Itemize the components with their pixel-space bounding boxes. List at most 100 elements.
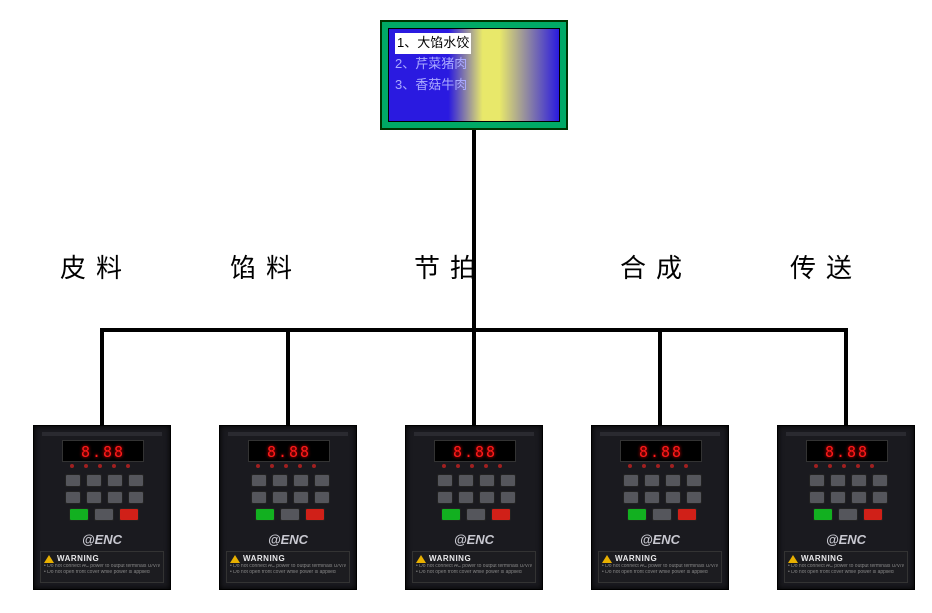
vfd-key-down[interactable]	[644, 491, 660, 504]
vfd-key[interactable]	[830, 474, 846, 487]
vfd-led-row	[256, 464, 316, 468]
vfd-keypad	[430, 474, 522, 525]
vfd-key[interactable]	[500, 491, 516, 504]
vfd-key[interactable]	[437, 474, 453, 487]
vfd-keypad	[616, 474, 708, 525]
vfd-key-run[interactable]	[813, 508, 833, 521]
vfd-key[interactable]	[851, 474, 867, 487]
vfd-key-up[interactable]	[437, 491, 453, 504]
vfd-unit-1: 8.88 @ENC	[33, 425, 171, 590]
vfd-key[interactable]	[686, 491, 702, 504]
connector-drop-2	[286, 328, 290, 438]
vfd-key[interactable]	[479, 474, 495, 487]
vfd-key-run[interactable]	[69, 508, 89, 521]
warning-label: WARNING	[57, 554, 99, 563]
vfd-display: 8.88	[434, 440, 516, 462]
vfd-key[interactable]	[809, 474, 825, 487]
vfd-key[interactable]	[107, 474, 123, 487]
vfd-keypad	[244, 474, 336, 525]
vfd-unit-4: 8.88 @ENC	[591, 425, 729, 590]
hmi-screen: 1、大馅水饺 2、芹菜猪肉 3、香菇牛肉	[380, 20, 568, 130]
vfd-key[interactable]	[644, 474, 660, 487]
vfd-brand: @ENC	[592, 532, 728, 547]
hmi-screen-inner: 1、大馅水饺 2、芹菜猪肉 3、香菇牛肉	[388, 28, 560, 122]
vfd-key[interactable]	[479, 491, 495, 504]
vfd-key[interactable]	[851, 491, 867, 504]
branch-label-2: 馅料	[230, 248, 302, 285]
vfd-key-stop[interactable]	[305, 508, 325, 521]
warning-label: WARNING	[615, 554, 657, 563]
vfd-key-up[interactable]	[65, 491, 81, 504]
vfd-key[interactable]	[872, 474, 888, 487]
vfd-key-down[interactable]	[86, 491, 102, 504]
menu-item-2[interactable]: 2、芹菜猪肉	[395, 54, 553, 75]
vfd-key-stop[interactable]	[119, 508, 139, 521]
connector-drop-1	[100, 328, 104, 438]
menu-item-3[interactable]: 3、香菇牛肉	[395, 75, 553, 96]
vfd-key[interactable]	[466, 508, 486, 521]
warning-triangle-icon	[602, 555, 612, 563]
connector-drop-5	[844, 328, 848, 438]
vfd-display: 8.88	[620, 440, 702, 462]
vfd-led-row	[814, 464, 874, 468]
warning-triangle-icon	[416, 555, 426, 563]
vfd-key[interactable]	[665, 491, 681, 504]
vfd-key[interactable]	[458, 474, 474, 487]
vfd-key-run[interactable]	[627, 508, 647, 521]
branch-label-1: 皮料	[60, 248, 132, 285]
vfd-key-stop[interactable]	[863, 508, 883, 521]
vfd-key[interactable]	[665, 474, 681, 487]
vfd-key[interactable]	[128, 491, 144, 504]
vfd-warning-panel: WARNING • Do not connect AC power to out…	[784, 551, 908, 583]
vfd-key-run[interactable]	[441, 508, 461, 521]
vfd-unit-2: 8.88 @ENC	[219, 425, 357, 590]
vfd-key[interactable]	[500, 474, 516, 487]
vfd-brand: @ENC	[220, 532, 356, 547]
warning-label: WARNING	[429, 554, 471, 563]
vfd-key-run[interactable]	[255, 508, 275, 521]
vfd-key[interactable]	[872, 491, 888, 504]
vfd-led-row	[70, 464, 130, 468]
warning-triangle-icon	[44, 555, 54, 563]
vfd-key[interactable]	[314, 491, 330, 504]
warning-triangle-icon	[788, 555, 798, 563]
menu-item-1[interactable]: 1、大馅水饺	[395, 33, 471, 54]
vfd-display: 8.88	[248, 440, 330, 462]
vfd-key[interactable]	[94, 508, 114, 521]
vfd-key-down[interactable]	[830, 491, 846, 504]
vfd-key-up[interactable]	[809, 491, 825, 504]
vfd-display: 8.88	[62, 440, 144, 462]
vfd-key[interactable]	[272, 474, 288, 487]
vfd-keypad	[802, 474, 894, 525]
vfd-unit-3: 8.88 @ENC	[405, 425, 543, 590]
branch-label-4: 合成	[620, 248, 692, 285]
connector-trunk	[472, 130, 476, 332]
vfd-key[interactable]	[107, 491, 123, 504]
vfd-key-stop[interactable]	[677, 508, 697, 521]
vfd-key[interactable]	[251, 474, 267, 487]
vfd-warning-panel: WARNING • Do not connect AC power to out…	[412, 551, 536, 583]
vfd-key[interactable]	[652, 508, 672, 521]
vfd-key[interactable]	[65, 474, 81, 487]
connector-drop-4	[658, 328, 662, 438]
vfd-key[interactable]	[293, 491, 309, 504]
vfd-key[interactable]	[86, 474, 102, 487]
vfd-key[interactable]	[686, 474, 702, 487]
warning-triangle-icon	[230, 555, 240, 563]
vfd-key[interactable]	[128, 474, 144, 487]
vfd-key-down[interactable]	[458, 491, 474, 504]
vfd-key[interactable]	[293, 474, 309, 487]
vfd-brand: @ENC	[778, 532, 914, 547]
vfd-key[interactable]	[280, 508, 300, 521]
vfd-brand: @ENC	[34, 532, 170, 547]
vfd-key[interactable]	[314, 474, 330, 487]
warning-label: WARNING	[801, 554, 843, 563]
vfd-key-up[interactable]	[623, 491, 639, 504]
vfd-key[interactable]	[623, 474, 639, 487]
vfd-key-down[interactable]	[272, 491, 288, 504]
vfd-key-up[interactable]	[251, 491, 267, 504]
vfd-key[interactable]	[838, 508, 858, 521]
vfd-keypad	[58, 474, 150, 525]
vfd-warning-panel: WARNING • Do not connect AC power to out…	[226, 551, 350, 583]
vfd-key-stop[interactable]	[491, 508, 511, 521]
